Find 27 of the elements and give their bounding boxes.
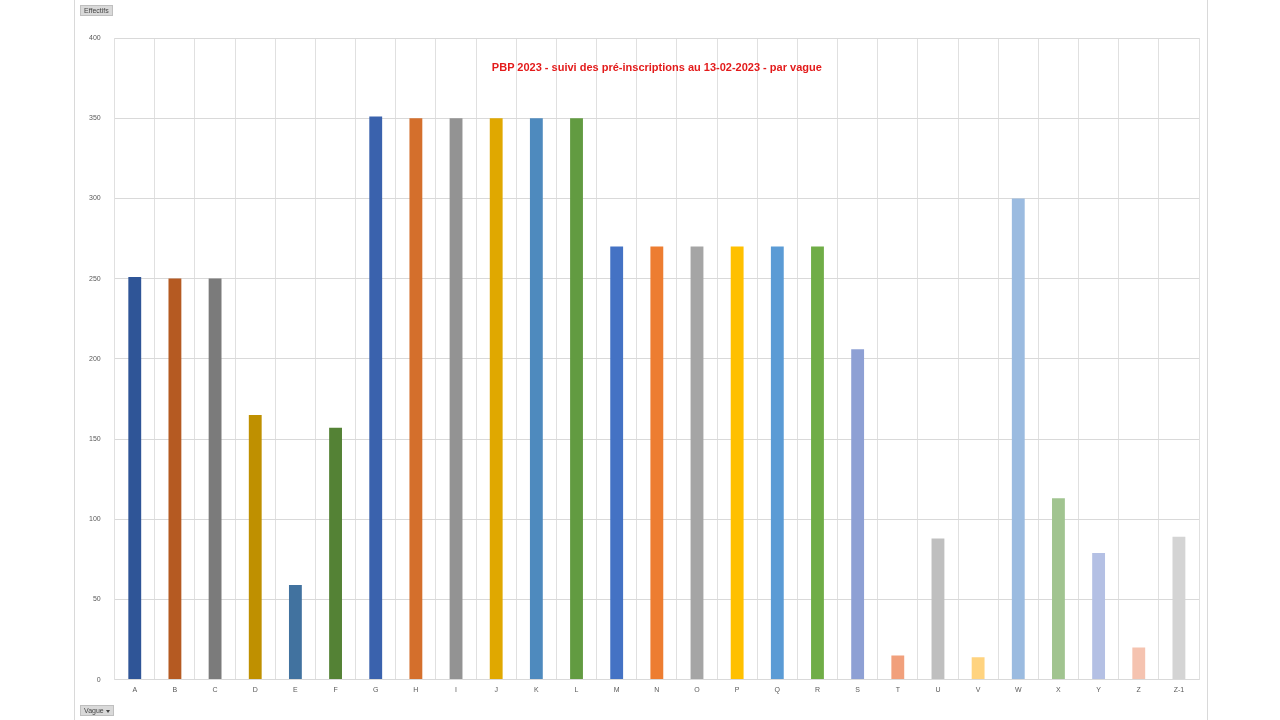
bar — [690, 246, 704, 680]
bar — [248, 414, 262, 680]
bar — [1092, 552, 1106, 680]
bar — [208, 278, 222, 680]
bar — [931, 538, 945, 680]
bar — [730, 246, 744, 680]
bar — [811, 246, 824, 680]
bar — [409, 118, 423, 680]
bar — [288, 584, 302, 680]
bar — [329, 427, 342, 680]
bar — [489, 118, 503, 680]
bar — [1052, 498, 1065, 680]
bar — [770, 246, 784, 680]
bar — [971, 657, 985, 680]
bar — [369, 116, 383, 680]
text: PBP 2023 - suivi des pré-inscriptions au 13-02-2023 - par vague — [491, 61, 822, 74]
bar — [1132, 647, 1146, 680]
bar — [449, 118, 463, 680]
bar — [128, 277, 142, 680]
bar — [570, 118, 583, 680]
bar — [1011, 198, 1025, 680]
bar — [529, 118, 543, 680]
bar — [610, 246, 624, 680]
bar — [891, 655, 905, 680]
bar — [168, 278, 182, 680]
bar — [851, 349, 865, 680]
bar — [650, 246, 664, 680]
